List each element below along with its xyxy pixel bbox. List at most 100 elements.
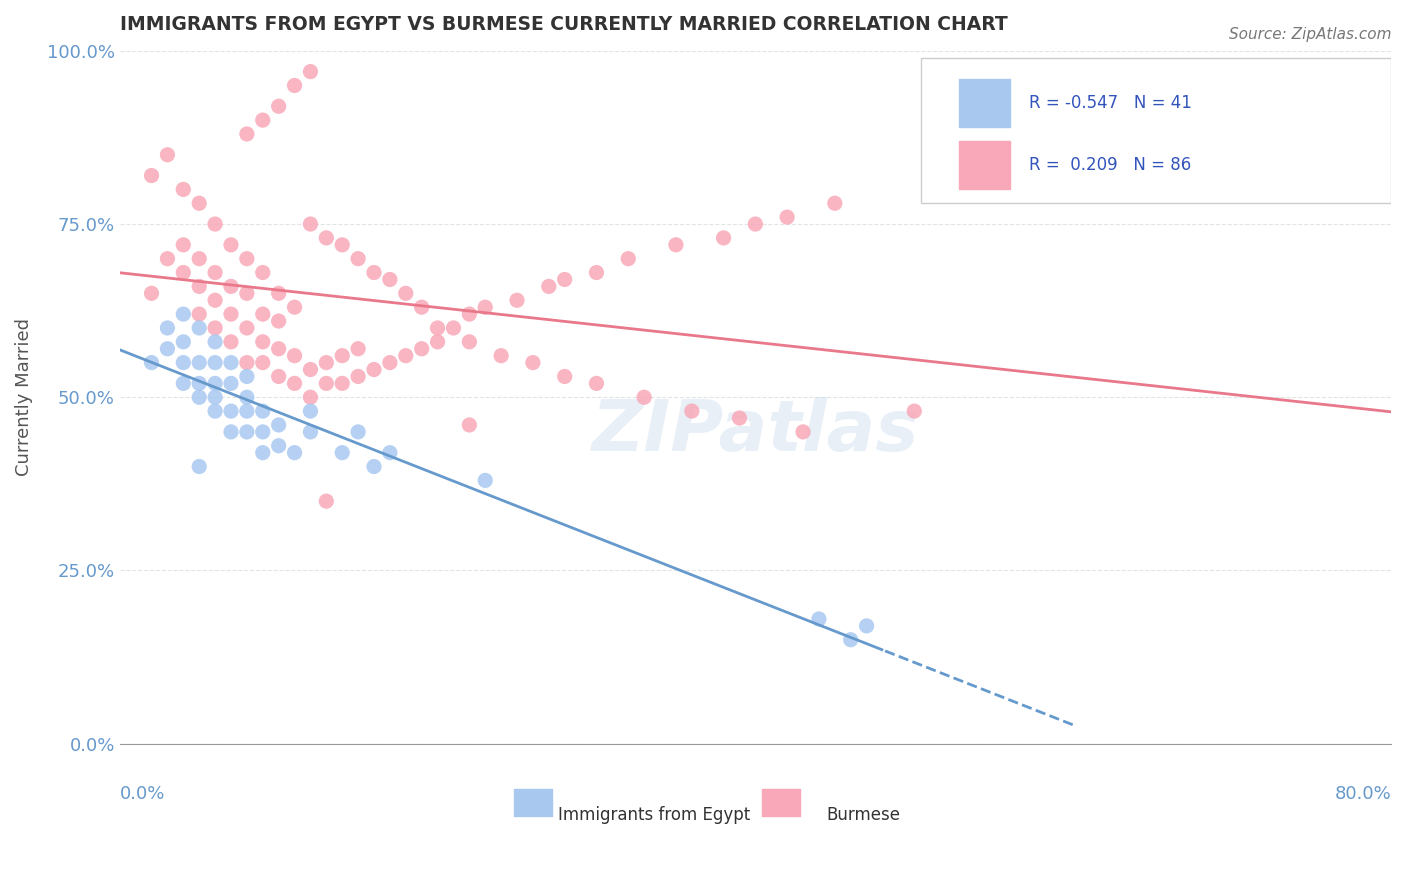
Point [744,217,766,231]
Point [204,217,226,231]
Point [378,356,401,370]
Point [330,445,353,459]
Point [172,266,194,280]
Point [315,231,337,245]
Text: Immigrants from Egypt: Immigrants from Egypt [558,806,749,824]
Point [681,404,703,418]
Point [315,356,337,370]
Point [378,445,401,459]
Point [728,411,751,425]
Point [219,237,242,252]
Point [252,445,274,459]
Point [299,217,322,231]
Text: R =  0.209   N = 86: R = 0.209 N = 86 [1029,156,1191,174]
Point [172,237,194,252]
Point [204,356,226,370]
Point [713,231,735,245]
Point [395,349,418,363]
Point [219,425,242,439]
Point [426,321,449,335]
Point [458,307,481,321]
Point [411,300,433,314]
Point [315,494,337,508]
Point [443,321,465,335]
Point [299,390,322,404]
Point [267,286,290,301]
FancyBboxPatch shape [921,58,1391,203]
Point [363,266,385,280]
Point [188,356,211,370]
Bar [959,78,1010,127]
Point [188,390,211,404]
Point [188,307,211,321]
Point [172,334,194,349]
Point [554,369,576,384]
Point [141,169,163,183]
Point [172,307,194,321]
Point [855,619,877,633]
Point [665,237,688,252]
Point [156,147,179,161]
Point [219,376,242,391]
Point [363,362,385,376]
Point [236,321,259,335]
Point [188,196,211,211]
Point [283,300,305,314]
Point [554,272,576,286]
Point [236,369,259,384]
Point [283,78,305,93]
Point [426,334,449,349]
Point [299,362,322,376]
Point [458,417,481,432]
Point [474,300,496,314]
Point [236,404,259,418]
Point [903,404,925,418]
Point [411,342,433,356]
Point [267,439,290,453]
Point [252,334,274,349]
Point [299,64,322,78]
Point [188,459,211,474]
Point [188,321,211,335]
Point [585,266,607,280]
Point [204,293,226,308]
Point [395,286,418,301]
Point [219,356,242,370]
Point [219,334,242,349]
Point [188,252,211,266]
Point [347,252,370,266]
Y-axis label: Currently Married: Currently Married [15,318,32,476]
Point [236,252,259,266]
Point [267,369,290,384]
Point [283,349,305,363]
Point [839,632,862,647]
Point [474,474,496,488]
Point [172,356,194,370]
Point [267,417,290,432]
Bar [762,789,800,816]
Point [299,404,322,418]
Point [236,425,259,439]
Point [188,279,211,293]
Point [204,390,226,404]
Point [347,342,370,356]
Bar [959,141,1010,189]
Point [219,279,242,293]
Point [585,376,607,391]
Point [156,321,179,335]
Point [267,314,290,328]
Point [219,307,242,321]
Point [347,425,370,439]
Point [252,113,274,128]
Point [330,237,353,252]
Text: IMMIGRANTS FROM EGYPT VS BURMESE CURRENTLY MARRIED CORRELATION CHART: IMMIGRANTS FROM EGYPT VS BURMESE CURRENT… [120,15,1008,34]
Point [489,349,512,363]
Point [141,356,163,370]
Point [204,321,226,335]
Point [204,266,226,280]
Point [188,376,211,391]
Text: 80.0%: 80.0% [1334,785,1391,803]
Point [824,196,846,211]
Text: Burmese: Burmese [827,806,900,824]
Point [537,279,560,293]
